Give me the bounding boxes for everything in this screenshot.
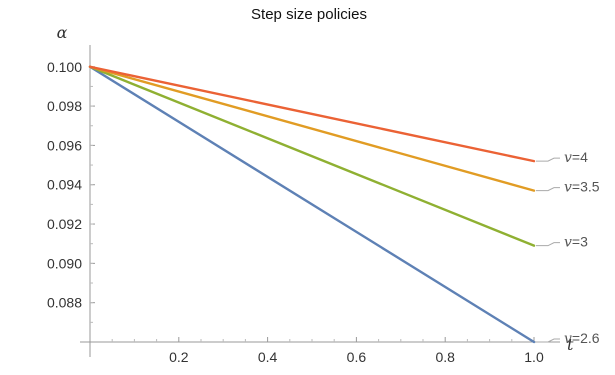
y-tick-label: 0.090 [47,255,82,271]
x-tick-label: 1.0 [524,349,544,365]
series-label-leader [536,157,560,162]
series-line-v=3.5 [88,65,536,192]
series-line-v=2.6 [88,65,536,344]
chart-title: Step size policies [251,6,367,23]
series-line-v=4 [88,65,536,163]
x-axis-label: t [567,335,574,354]
series-labels: v=2.6 v=3 v=3.5 v=4 [536,149,600,347]
series-label-v=4: v=4 [564,149,588,166]
y-tick-label: 0.092 [47,216,82,232]
x-tick-label: 0.2 [169,349,189,365]
series-label-leader [536,187,560,192]
x-tick-label: 0.8 [435,349,455,365]
y-axis-label: α [57,23,68,42]
series-label-leader [536,242,560,247]
series-label-v=2.6: v=2.6 [564,330,600,347]
y-tick-label: 0.100 [47,59,82,75]
y-tick-label: 0.098 [47,98,82,114]
series-line-v=3 [88,65,536,247]
series-lines [88,65,536,344]
y-tick-label: 0.088 [47,295,82,311]
x-tick-label: 0.6 [347,349,367,365]
series-label-v=3.5: v=3.5 [564,179,600,196]
x-tick-label: 0.4 [258,349,278,365]
series-label-v=3: v=3 [564,234,588,251]
series-label-leader [536,338,560,343]
axes: 0.088 0.090 0.092 0.094 0.096 0.098 0.100 0.2 0.… [47,45,560,365]
y-tick-label: 0.096 [47,137,82,153]
y-tick-label: 0.094 [47,177,82,193]
